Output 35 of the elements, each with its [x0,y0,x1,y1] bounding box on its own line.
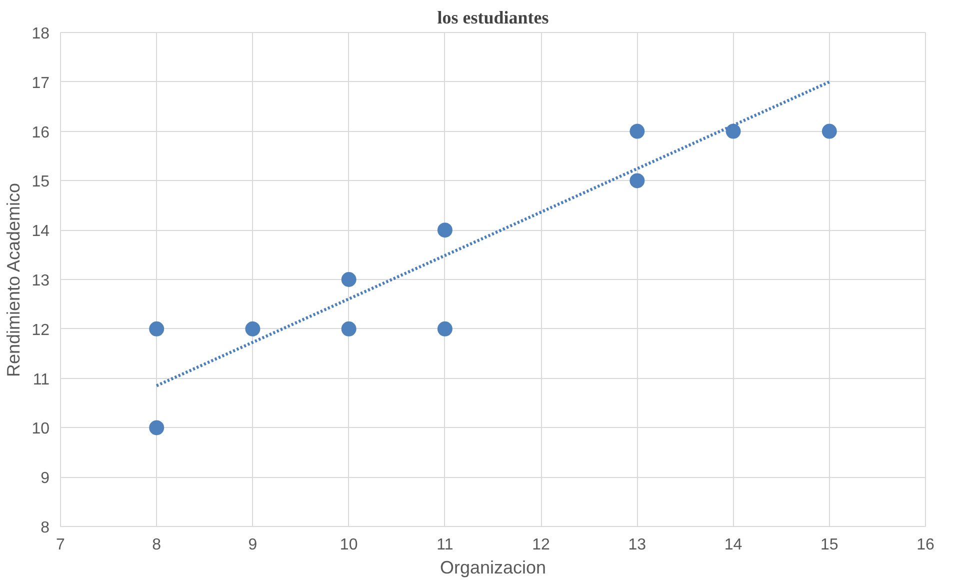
point [630,124,645,139]
x-tick-label: 7 [56,536,66,554]
y-axis-title: Rendimiento Academico [4,182,24,378]
y-tick-label: 18 [32,26,50,42]
point [726,124,741,139]
point [437,222,452,238]
point [630,173,645,188]
point [822,124,837,139]
chart-title: los estudiantes [437,8,549,28]
point [149,321,164,336]
y-tick-label: 11 [32,371,50,388]
x-tick-label: 10 [340,536,358,554]
y-tick-label: 14 [32,223,50,240]
x-tick-label: 11 [436,536,454,554]
y-tick-label: 15 [32,174,50,191]
x-tick-label: 16 [916,536,934,554]
x-tick-label: 8 [152,536,162,554]
y-tick-label: 16 [32,124,50,142]
x-tick-label: 12 [532,536,550,554]
y-tick-label: 9 [40,470,50,488]
point [341,272,356,287]
x-tick-label: 14 [724,536,742,554]
point [149,420,164,436]
y-tick-label: 13 [32,272,50,290]
y-tick-label: 17 [32,74,50,92]
x-tick-label: 15 [820,536,838,554]
y-tick-label: 8 [40,520,50,536]
y-tick-label: 10 [32,420,50,438]
point [245,321,260,336]
x-tick-label: 9 [248,536,258,554]
point [341,321,356,336]
y-tick-label: 12 [32,322,50,339]
point [437,321,452,336]
x-axis-title: Organizacion [440,558,546,578]
x-tick-label: 13 [628,536,646,554]
